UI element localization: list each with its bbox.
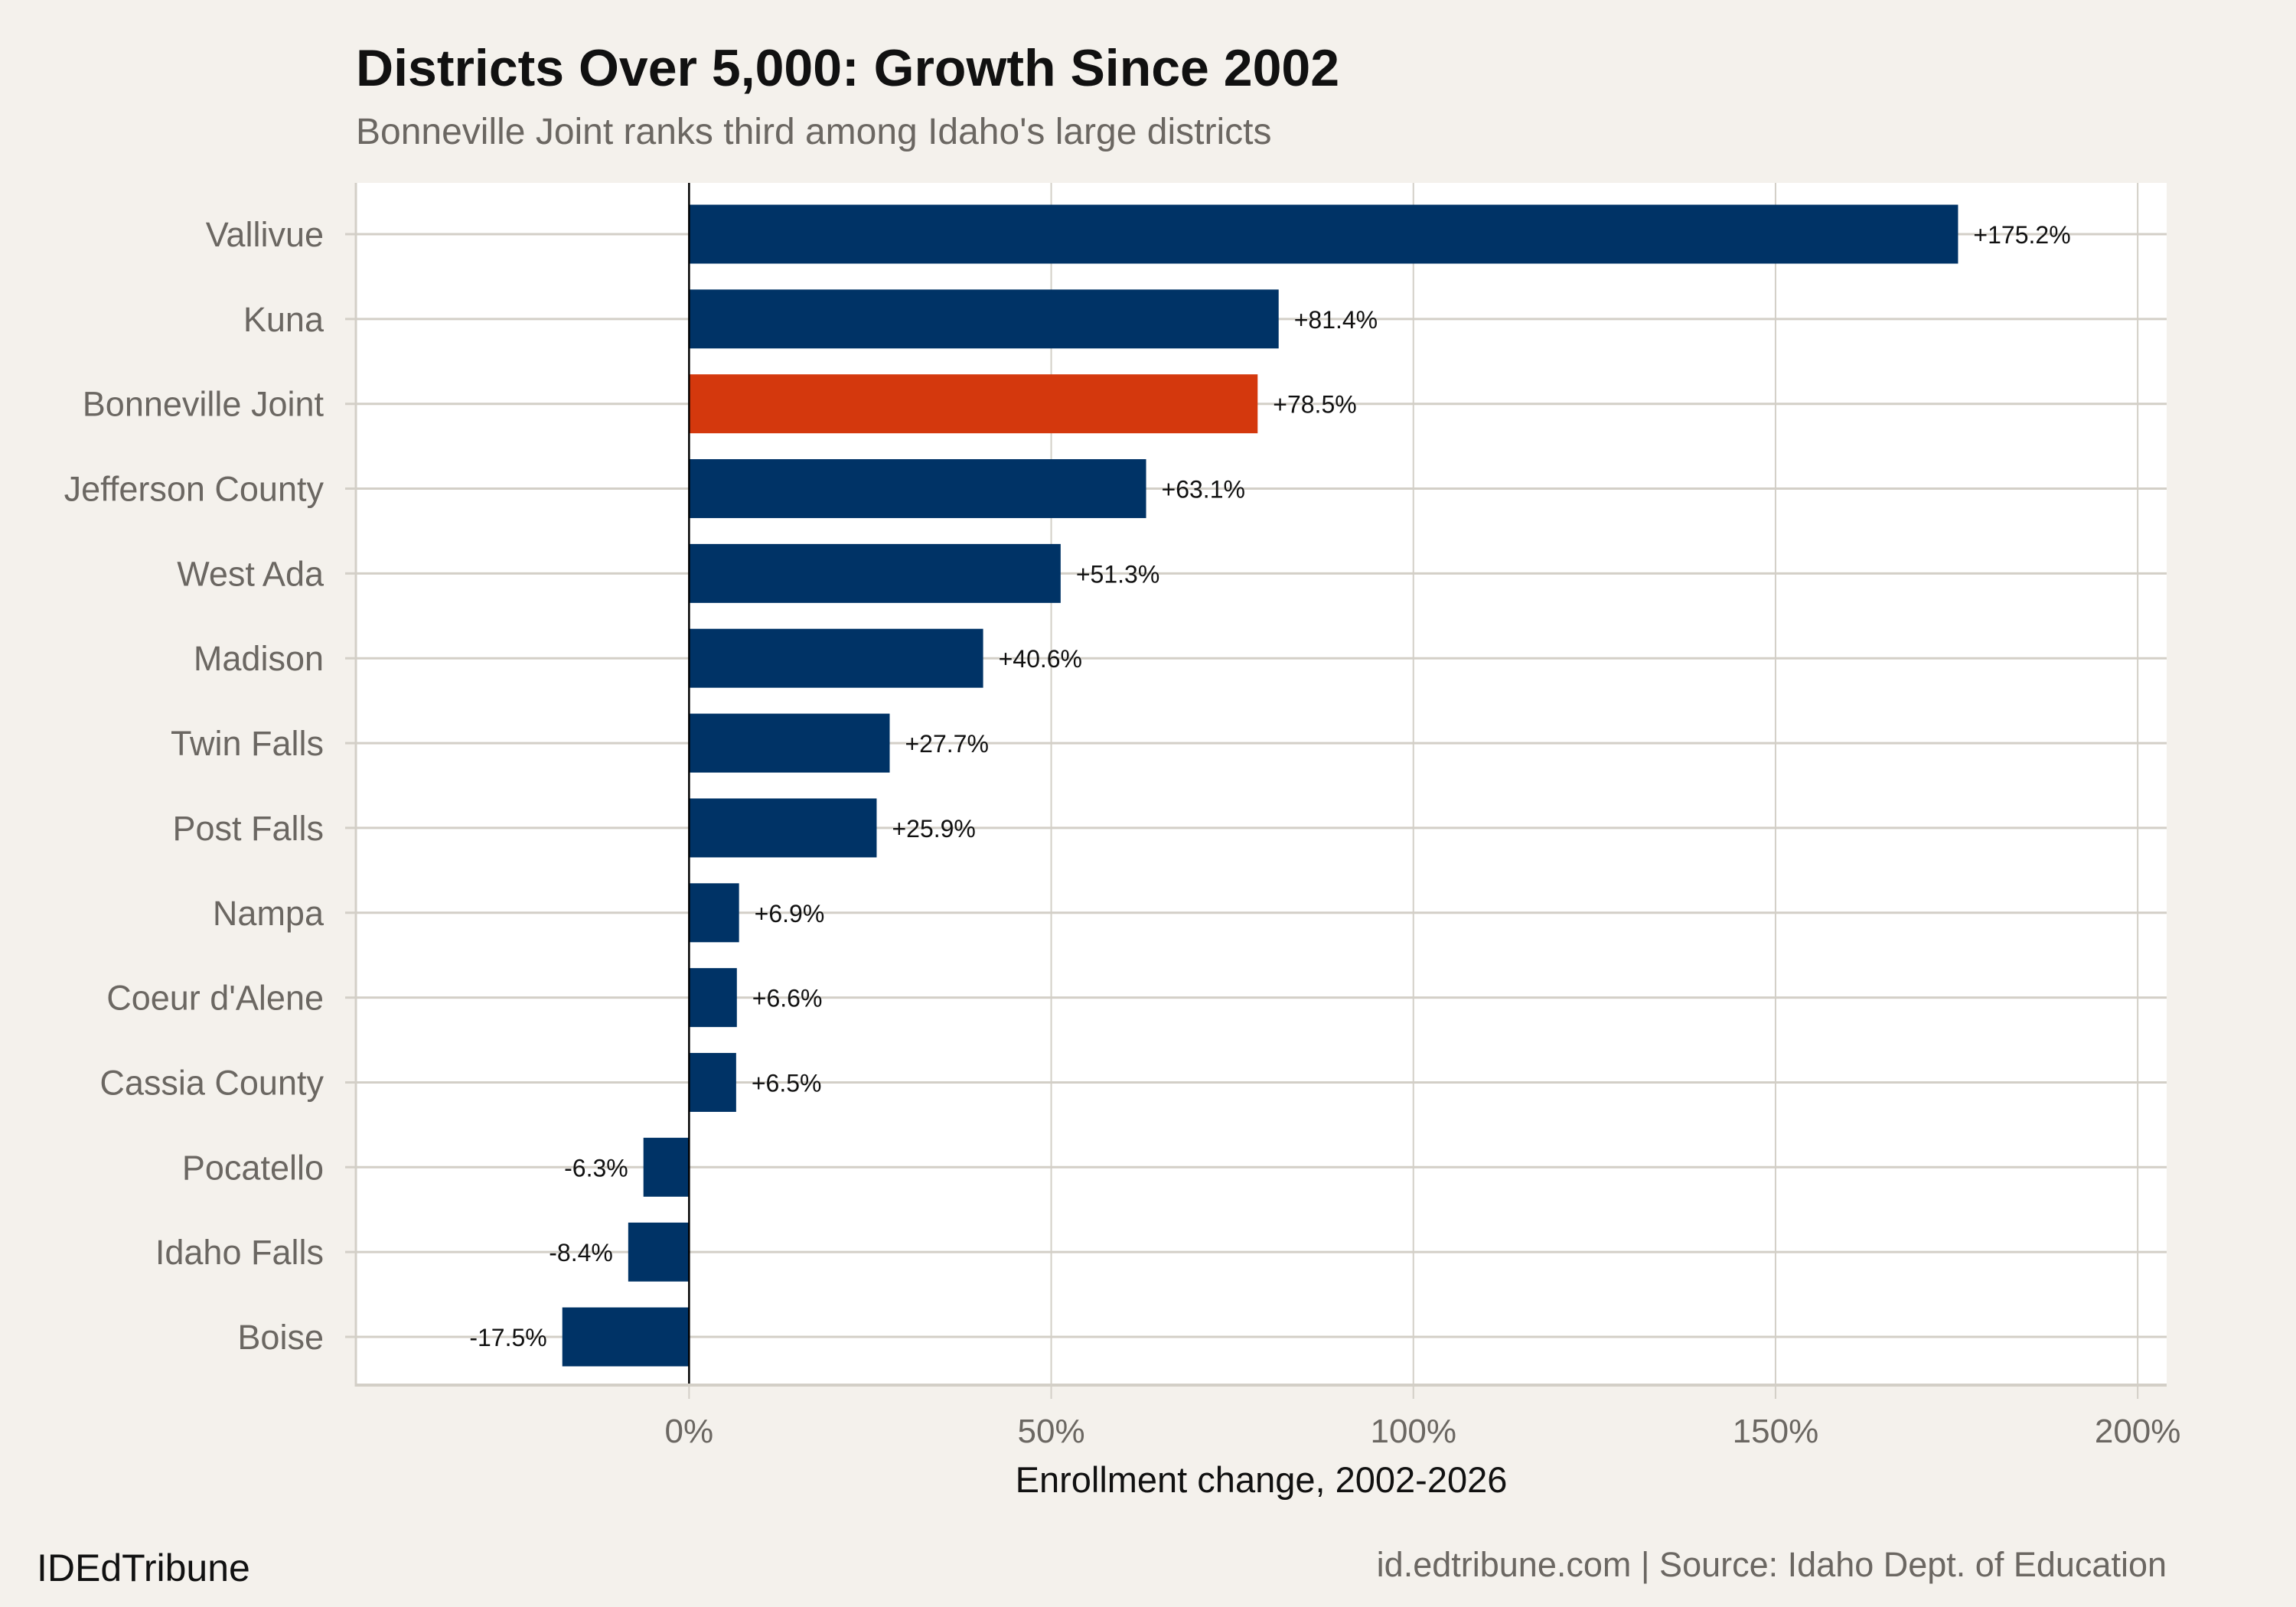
data-label: +63.1% — [1162, 476, 1245, 504]
y-tick-label: Jefferson County — [64, 470, 325, 509]
data-label: +78.5% — [1273, 391, 1356, 419]
data-label: +6.9% — [755, 900, 825, 927]
plot-panel — [356, 183, 2167, 1384]
bar — [689, 883, 739, 943]
y-tick-label: Madison — [194, 639, 324, 678]
y-tick-label: Pocatello — [182, 1148, 324, 1187]
bar — [643, 1137, 690, 1197]
bars — [562, 183, 1958, 1384]
chart-title: Districts Over 5,000: Growth Since 2002 — [356, 39, 1339, 97]
labels: Vallivue +175.2% Kuna +81.4% Bonneville Join… — [64, 215, 2071, 1357]
y-tick-label: Bonneville Joint — [83, 385, 325, 424]
bar — [689, 374, 1258, 434]
y-tick-label: Coeur d'Alene — [106, 979, 324, 1018]
bar — [689, 713, 890, 773]
data-label: +6.6% — [752, 985, 823, 1012]
brand-logo: IDEdTribune — [37, 1547, 250, 1589]
bar — [562, 1307, 690, 1367]
bar — [689, 968, 737, 1028]
bar — [689, 543, 1061, 603]
y-tick-label: Twin Falls — [171, 724, 324, 763]
chart-subtitle: Bonneville Joint ranks third among Idaho… — [356, 112, 1271, 152]
y-tick-label: Idaho Falls — [155, 1233, 324, 1272]
y-tick-label: Boise — [237, 1318, 324, 1357]
source-note: id.edtribune.com | Source: Idaho Dept. o… — [1377, 1545, 2167, 1584]
data-label: +6.5% — [752, 1069, 822, 1097]
y-tick-label: Cassia County — [99, 1063, 324, 1102]
y-tick-label: Vallivue — [206, 215, 324, 254]
x-axis-title: Enrollment change, 2002-2026 — [1016, 1459, 1508, 1500]
x-axis: 0% 50% 100% 150% 200% — [665, 1413, 2181, 1450]
data-label: +27.7% — [905, 730, 988, 758]
data-label: +81.4% — [1294, 306, 1378, 334]
data-label: -6.3% — [564, 1154, 628, 1182]
bar — [689, 628, 983, 688]
data-label: +51.3% — [1076, 560, 1159, 588]
bar — [689, 459, 1146, 519]
x-tick-label: 150% — [1733, 1413, 1819, 1450]
data-label: +25.9% — [892, 815, 975, 843]
bar — [628, 1222, 690, 1282]
data-label: +175.2% — [1973, 221, 2070, 249]
x-tick-label: 100% — [1370, 1413, 1456, 1450]
data-label: -8.4% — [549, 1239, 613, 1266]
bar — [689, 1052, 736, 1112]
bar — [689, 798, 877, 858]
data-label: +40.6% — [999, 645, 1082, 673]
gridlines — [345, 183, 2167, 1399]
y-tick-label: Post Falls — [172, 809, 324, 848]
data-label: -17.5% — [469, 1324, 546, 1351]
x-tick-label: 0% — [665, 1413, 714, 1450]
bar — [689, 289, 1279, 349]
x-tick-label: 200% — [2095, 1413, 2181, 1450]
y-tick-label: West Ada — [177, 554, 325, 593]
y-tick-label: Nampa — [213, 894, 325, 933]
y-tick-label: Kuna — [243, 300, 325, 339]
bar — [689, 204, 1958, 264]
x-tick-label: 50% — [1018, 1413, 1085, 1450]
